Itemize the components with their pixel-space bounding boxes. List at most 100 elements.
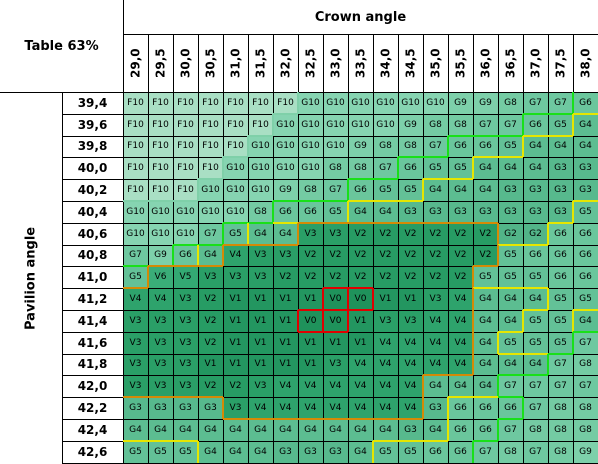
grade-boundary — [323, 287, 348, 290]
grade-boundary — [148, 200, 173, 202]
grade-cell: G4 — [248, 222, 273, 245]
grade-cell: V0 — [323, 288, 348, 310]
grade-cell: V1 — [373, 288, 398, 310]
grade-cell: G10 — [298, 135, 323, 158]
grade-cell: G3 — [148, 397, 173, 419]
grade-cell: V4 — [398, 397, 423, 419]
grade-cell: F10 — [198, 113, 223, 136]
grade-cell: G4 — [523, 135, 548, 158]
grade-cell: G3 — [123, 397, 148, 419]
grade-cell: G3 — [498, 179, 523, 201]
crown-angle-header: 29,5 — [153, 48, 168, 78]
grade-cell: V1 — [398, 288, 423, 310]
grade-cell: G5 — [223, 222, 248, 245]
grade-cell: V2 — [198, 288, 223, 310]
grade-cell: G6 — [273, 201, 298, 223]
grade-cell: V3 — [323, 353, 348, 376]
grade-cell: V4 — [448, 288, 473, 310]
grade-cell: G7 — [323, 179, 348, 201]
grade-boundary — [123, 265, 148, 268]
grade-cell: G7 — [523, 440, 548, 463]
grade-cell: G7 — [573, 375, 598, 398]
grade-boundary — [197, 179, 199, 201]
grade-cell: G4 — [473, 157, 498, 180]
grade-cell: V4 — [398, 375, 423, 398]
grade-boundary — [472, 266, 474, 289]
grade-cell: G4 — [423, 375, 448, 398]
grade-cell: G6 — [548, 266, 573, 289]
grid-line — [373, 34, 374, 464]
grade-boundary — [323, 418, 348, 420]
grid-line — [62, 157, 598, 158]
grade-boundary — [472, 310, 474, 332]
grade-boundary — [522, 135, 524, 158]
grade-cell: F10 — [223, 92, 248, 114]
grade-cell: G4 — [523, 288, 548, 310]
grade-boundary — [498, 418, 523, 420]
grade-cell: G4 — [473, 375, 498, 398]
grade-cell: G6 — [298, 201, 323, 223]
grade-cell: F10 — [123, 179, 148, 201]
grade-boundary — [472, 353, 474, 376]
grade-boundary — [523, 134, 548, 137]
grade-boundary — [198, 178, 223, 181]
grade-boundary — [373, 418, 398, 420]
grade-cell: V2 — [198, 310, 223, 332]
grade-cell: G5 — [498, 266, 523, 289]
grade-boundary — [223, 243, 248, 246]
grade-cell: V2 — [223, 375, 248, 398]
crown-angle-header: 33,0 — [328, 48, 343, 78]
grade-boundary — [173, 439, 198, 442]
grade-boundary — [448, 221, 473, 224]
grade-boundary — [423, 439, 448, 442]
grade-cell: G9 — [148, 244, 173, 267]
grade-cell: G9 — [273, 179, 298, 201]
grade-cell: V1 — [298, 353, 323, 376]
grade-cell: F10 — [198, 135, 223, 158]
grade-boundary — [323, 221, 348, 224]
grade-boundary — [297, 222, 299, 245]
grade-cell: G10 — [198, 179, 223, 201]
grade-cell: G10 — [248, 179, 273, 201]
grade-cell: V1 — [273, 353, 298, 376]
grade-boundary — [422, 397, 424, 419]
grade-boundary — [573, 200, 598, 202]
grade-boundary — [473, 265, 498, 268]
grade-boundary — [422, 375, 424, 398]
grade-boundary — [348, 309, 373, 311]
grade-cell: V2 — [198, 331, 223, 354]
grade-cell: G10 — [273, 135, 298, 158]
grade-cell: G8 — [248, 201, 273, 223]
grade-boundary — [123, 396, 148, 399]
crown-angle-header: 30,0 — [178, 48, 193, 78]
grade-cell: G3 — [498, 201, 523, 223]
grid-line — [62, 397, 598, 398]
grade-cell: F10 — [148, 135, 173, 158]
grade-cell: V6 — [148, 266, 173, 289]
grade-cell: G4 — [473, 179, 498, 201]
grade-boundary — [398, 439, 423, 442]
grade-cell: G6 — [473, 397, 498, 419]
grade-cell: V4 — [448, 353, 473, 376]
grid-line — [473, 34, 474, 464]
grade-cell: V3 — [123, 375, 148, 398]
grade-cell: V4 — [448, 310, 473, 332]
grade-boundary — [473, 134, 498, 137]
grade-cell: V3 — [123, 331, 148, 354]
grid-line — [62, 354, 598, 355]
grade-cell: G10 — [373, 113, 398, 136]
grade-cell: V3 — [423, 288, 448, 310]
grade-cell: G6 — [448, 440, 473, 463]
grade-cell: F10 — [223, 135, 248, 158]
grade-cell: V4 — [423, 310, 448, 332]
grade-cell: G9 — [398, 113, 423, 136]
crown-angle-header: 29,0 — [128, 48, 143, 78]
grid-line — [398, 34, 399, 464]
grid-line — [62, 136, 598, 137]
grade-boundary — [273, 418, 298, 420]
grade-boundary — [373, 221, 398, 224]
grade-cell: V4 — [373, 331, 398, 354]
grade-cell: G4 — [573, 135, 598, 158]
grade-cell: V3 — [298, 222, 323, 245]
grade-cell: G6 — [548, 244, 573, 267]
